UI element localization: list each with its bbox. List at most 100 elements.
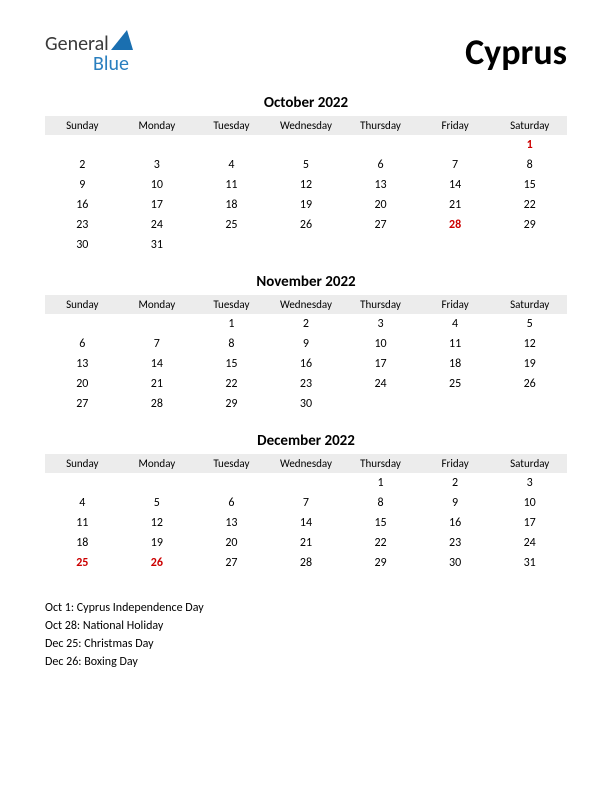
calendar-day-cell [269, 473, 344, 493]
calendar-day-cell: 21 [269, 533, 344, 553]
calendar-day-cell: 20 [194, 533, 269, 553]
day-header: Friday [418, 116, 493, 135]
calendar-day-cell: 18 [418, 354, 493, 374]
calendar-day-cell: 30 [45, 235, 120, 255]
calendar-table: SundayMondayTuesdayWednesdayThursdayFrid… [45, 454, 567, 573]
calendar-day-cell: 24 [343, 374, 418, 394]
calendar-day-cell: 10 [120, 175, 195, 195]
month-title: November 2022 [45, 273, 567, 291]
calendar-day-cell [343, 394, 418, 414]
calendar-day-cell: 28 [418, 215, 493, 235]
day-header: Thursday [343, 116, 418, 135]
calendar-day-cell [45, 135, 120, 155]
calendar-day-cell: 28 [120, 394, 195, 414]
calendar-day-cell: 6 [343, 155, 418, 175]
calendar-day-cell: 9 [269, 334, 344, 354]
calendar-day-cell: 29 [343, 553, 418, 573]
calendar-day-cell: 30 [269, 394, 344, 414]
calendar-day-cell: 26 [120, 553, 195, 573]
calendar-day-cell [343, 135, 418, 155]
calendar-day-cell [194, 135, 269, 155]
calendar-day-cell: 16 [45, 195, 120, 215]
calendar-day-cell: 10 [343, 334, 418, 354]
day-header: Monday [120, 454, 195, 473]
calendar-day-cell: 18 [194, 195, 269, 215]
calendar-day-cell: 10 [492, 493, 567, 513]
calendar-day-cell [120, 314, 195, 334]
calendar-week-row: 16171819202122 [45, 195, 567, 215]
calendar-day-cell: 15 [492, 175, 567, 195]
calendar-day-cell: 19 [492, 354, 567, 374]
header: GeneralBlueCyprus [45, 30, 567, 74]
calendar-day-cell: 13 [45, 354, 120, 374]
calendars-container: October 2022 SundayMondayTuesdayWednesday… [45, 94, 567, 573]
calendar-day-cell: 19 [269, 195, 344, 215]
calendar-day-cell: 3 [343, 314, 418, 334]
calendar-day-cell: 24 [120, 215, 195, 235]
calendar-day-cell [418, 394, 493, 414]
calendar-day-cell: 27 [343, 215, 418, 235]
calendar-day-cell: 11 [418, 334, 493, 354]
calendar-day-cell: 29 [492, 215, 567, 235]
calendar-week-row: 45678910 [45, 493, 567, 513]
holiday-entry: Dec 26: Boxing Day [45, 653, 567, 671]
logo-triangle-icon [111, 30, 133, 54]
calendar-day-cell: 26 [269, 215, 344, 235]
calendar-week-row: 25262728293031 [45, 553, 567, 573]
calendar-day-cell: 19 [120, 533, 195, 553]
day-header: Friday [418, 295, 493, 314]
calendar-day-cell: 17 [343, 354, 418, 374]
day-header: Saturday [492, 116, 567, 135]
day-header: Wednesday [269, 454, 344, 473]
calendar-day-cell: 16 [269, 354, 344, 374]
calendar-day-cell: 20 [343, 195, 418, 215]
calendar-day-cell: 23 [269, 374, 344, 394]
calendar-day-cell: 21 [418, 195, 493, 215]
calendar-month: October 2022SundayMondayTuesdayWednesday… [45, 94, 567, 255]
calendar-day-cell: 5 [120, 493, 195, 513]
day-header: Sunday [45, 454, 120, 473]
calendar-day-cell: 31 [492, 553, 567, 573]
calendar-day-cell: 31 [120, 235, 195, 255]
calendar-day-cell [269, 135, 344, 155]
calendar-table: SundayMondayTuesdayWednesdayThursdayFrid… [45, 295, 567, 414]
holiday-entry: Dec 25: Christmas Day [45, 635, 567, 653]
day-header: Monday [120, 295, 195, 314]
calendar-week-row: 3031 [45, 235, 567, 255]
calendar-day-cell: 14 [418, 175, 493, 195]
calendar-day-cell: 24 [492, 533, 567, 553]
calendar-week-row: 20212223242526 [45, 374, 567, 394]
calendar-day-cell: 16 [418, 513, 493, 533]
calendar-day-cell: 22 [194, 374, 269, 394]
calendar-day-cell: 21 [120, 374, 195, 394]
month-title: October 2022 [45, 94, 567, 112]
calendar-day-cell: 13 [343, 175, 418, 195]
calendar-day-cell: 6 [194, 493, 269, 513]
calendar-day-cell [343, 235, 418, 255]
calendar-week-row: 12345 [45, 314, 567, 334]
calendar-day-cell [492, 394, 567, 414]
calendar-day-cell: 22 [492, 195, 567, 215]
calendar-day-cell: 6 [45, 334, 120, 354]
calendar-day-cell: 9 [45, 175, 120, 195]
month-title: December 2022 [45, 432, 567, 450]
calendar-day-cell [194, 473, 269, 493]
calendar-day-cell [418, 135, 493, 155]
calendar-day-cell: 2 [269, 314, 344, 334]
holiday-entry: Oct 1: Cyprus Independence Day [45, 599, 567, 617]
calendar-day-cell: 26 [492, 374, 567, 394]
calendar-day-cell: 13 [194, 513, 269, 533]
calendar-day-cell [492, 235, 567, 255]
calendar-week-row: 27282930 [45, 394, 567, 414]
calendar-day-cell: 5 [492, 314, 567, 334]
calendar-week-row: 123 [45, 473, 567, 493]
day-header: Friday [418, 454, 493, 473]
logo-text-blue: Blue [93, 52, 129, 76]
calendar-day-cell: 28 [269, 553, 344, 573]
calendar-day-cell: 2 [45, 155, 120, 175]
calendar-day-cell [269, 235, 344, 255]
calendar-day-cell: 1 [492, 135, 567, 155]
day-header: Thursday [343, 454, 418, 473]
calendar-week-row: 11121314151617 [45, 513, 567, 533]
calendar-month: December 2022 SundayMondayTuesdayWednesda… [45, 432, 567, 573]
